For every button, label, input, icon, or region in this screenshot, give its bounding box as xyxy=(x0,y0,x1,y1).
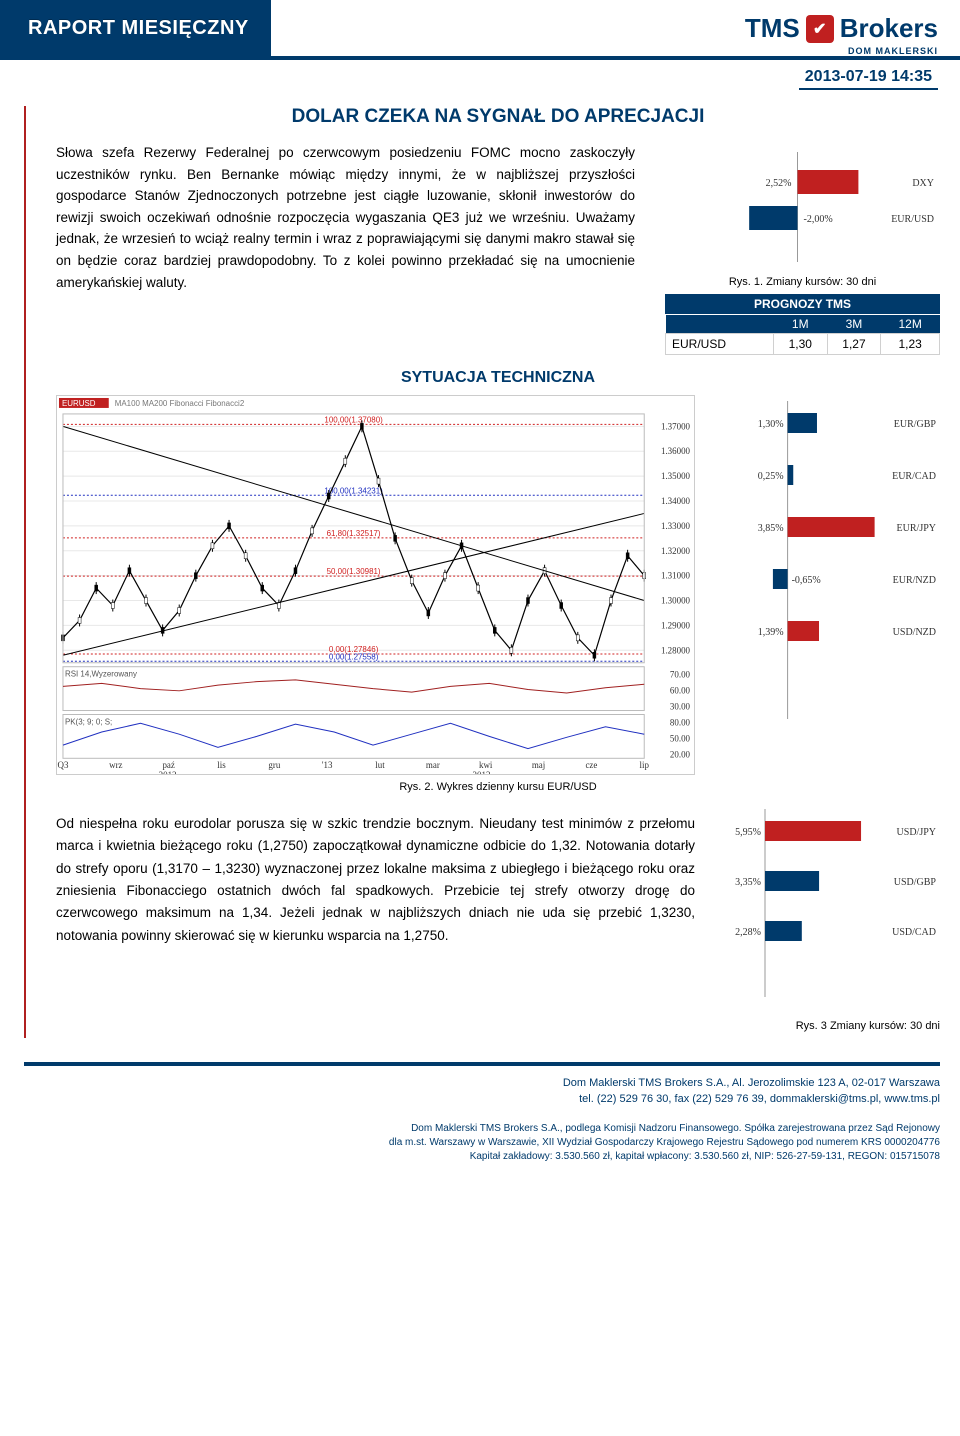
svg-text:50,00(1.30981): 50,00(1.30981) xyxy=(327,567,381,576)
svg-text:1.35000: 1.35000 xyxy=(661,471,691,481)
svg-text:EUR/USD: EUR/USD xyxy=(891,214,934,225)
chart-1-caption: Rys. 1. Zmiany kursów: 30 dni xyxy=(665,276,940,288)
svg-text:wrz: wrz xyxy=(109,760,122,770)
top-band: RAPORT MIESIĘCZNY TMS ✔ Brokers DOM MAKL… xyxy=(0,0,960,60)
svg-text:2012: 2012 xyxy=(159,770,177,774)
footer-line-1: Dom Maklerski TMS Brokers S.A., Al. Jero… xyxy=(24,1076,940,1091)
technical-layout: EURUSD MA100 MA200 Fibonacci Fibonacci2 1.… xyxy=(56,395,940,775)
svg-text:20.00: 20.00 xyxy=(670,749,691,759)
svg-text:gru: gru xyxy=(268,760,280,770)
svg-text:EUR/CAD: EUR/CAD xyxy=(892,471,936,482)
svg-text:'13: '13 xyxy=(322,760,333,770)
svg-text:60.00: 60.00 xyxy=(670,686,691,696)
report-title: RAPORT MIESIĘCZNY xyxy=(0,0,271,56)
svg-text:1.37000: 1.37000 xyxy=(661,421,691,431)
bottom-text: Od niespełna roku eurodolar porusza się … xyxy=(56,813,695,947)
intro-sidebar: 2,52% DXY -2,00% EUR/USD Rys. 1. Zmiany kur… xyxy=(665,142,940,355)
footer-line-2: tel. (22) 529 76 30, fax (22) 529 76 39,… xyxy=(24,1092,940,1107)
sidebar-chart-2: 5,95% USD/JPY 3,35% USD/GBP 2,28% USD/CAD Rys… xyxy=(715,803,940,1038)
svg-text:EUR/NZD: EUR/NZD xyxy=(893,575,936,586)
datetime-row: 2013-07-19 14:35 xyxy=(0,60,960,90)
svg-text:30.00: 30.00 xyxy=(670,702,691,712)
svg-text:1.34000: 1.34000 xyxy=(661,496,691,506)
svg-text:0,25%: 0,25% xyxy=(758,471,784,482)
svg-text:cze: cze xyxy=(585,760,597,770)
svg-text:EURUSD: EURUSD xyxy=(62,399,96,408)
eurusd-daily-chart: EURUSD MA100 MA200 Fibonacci Fibonacci2 1.… xyxy=(56,395,695,775)
svg-text:2,52%: 2,52% xyxy=(766,178,792,189)
svg-text:kwi: kwi xyxy=(479,760,493,770)
svg-text:PK(3; 9; 0; S;: PK(3; 9; 0; S; xyxy=(65,717,112,726)
svg-text:1,39%: 1,39% xyxy=(758,627,784,638)
table-row: EUR/USD1,301,271,23 xyxy=(666,334,940,355)
svg-text:50.00: 50.00 xyxy=(670,733,691,743)
svg-text:70.00: 70.00 xyxy=(670,670,691,680)
tech-chart-caption: Rys. 2. Wykres dzienny kursu EUR/USD xyxy=(56,781,940,793)
svg-text:EUR/GBP: EUR/GBP xyxy=(894,419,937,430)
svg-text:1.28000: 1.28000 xyxy=(661,645,691,655)
svg-text:lut: lut xyxy=(375,760,385,770)
logo-subtitle: DOM MAKLERSKI xyxy=(745,46,938,56)
bottom-row: Od niespełna roku eurodolar porusza się … xyxy=(56,803,940,1038)
svg-text:RSI 14,Wyzerowany: RSI 14,Wyzerowany xyxy=(65,670,137,679)
svg-text:3,85%: 3,85% xyxy=(758,523,784,534)
footer-line-3: Dom Maklerski TMS Brokers S.A., podlega … xyxy=(24,1122,940,1136)
svg-text:-2,00%: -2,00% xyxy=(804,214,833,225)
forecast-header: PROGNOZY TMS xyxy=(665,294,940,314)
intro-text: Słowa szefa Rezerwy Federalnej po czerwc… xyxy=(56,142,635,355)
svg-text:3,35%: 3,35% xyxy=(735,877,761,888)
svg-text:1.33000: 1.33000 xyxy=(661,521,691,531)
svg-text:DXY: DXY xyxy=(912,178,934,189)
svg-text:1.32000: 1.32000 xyxy=(661,546,691,556)
svg-text:paź: paź xyxy=(162,760,174,770)
forecast-table: 1M3M12M EUR/USD1,301,271,23 xyxy=(665,314,940,355)
svg-text:Q3: Q3 xyxy=(58,760,69,770)
svg-text:1.31000: 1.31000 xyxy=(661,571,691,581)
chart-1: 2,52% DXY -2,00% EUR/USD xyxy=(665,142,940,272)
svg-text:80.00: 80.00 xyxy=(670,717,691,727)
page: RAPORT MIESIĘCZNY TMS ✔ Brokers DOM MAKL… xyxy=(0,0,960,1192)
footer-line-4: dla m.st. Warszawy w Warszawie, XII Wydz… xyxy=(24,1136,940,1150)
logo-text-1: TMS xyxy=(745,13,800,44)
svg-text:USD/GBP: USD/GBP xyxy=(894,877,937,888)
svg-text:5,95%: 5,95% xyxy=(735,827,761,838)
svg-text:EUR/JPY: EUR/JPY xyxy=(897,523,936,534)
svg-text:USD/NZD: USD/NZD xyxy=(893,627,936,638)
section-technical-title: SYTUACJA TECHNICZNA xyxy=(56,369,940,387)
svg-text:61,80(1.32517): 61,80(1.32517) xyxy=(327,529,381,538)
svg-text:1.36000: 1.36000 xyxy=(661,446,691,456)
svg-text:0,00(1.27558): 0,00(1.27558) xyxy=(329,652,379,661)
svg-text:lis: lis xyxy=(217,760,226,770)
logo-block: TMS ✔ Brokers DOM MAKLERSKI xyxy=(745,13,938,56)
svg-text:maj: maj xyxy=(532,760,545,770)
forecast-col xyxy=(666,315,774,334)
footer-line-5: Kapitał zakładowy: 3.530.560 zł, kapitał… xyxy=(24,1150,940,1164)
svg-text:2013: 2013 xyxy=(473,770,491,774)
logo: TMS ✔ Brokers xyxy=(745,13,938,50)
svg-text:100,00(1.37080): 100,00(1.37080) xyxy=(324,415,383,424)
svg-text:mar: mar xyxy=(426,760,440,770)
footer: Dom Maklerski TMS Brokers S.A., Al. Jero… xyxy=(24,1062,940,1172)
svg-text:1.29000: 1.29000 xyxy=(661,620,691,630)
datetime: 2013-07-19 14:35 xyxy=(799,66,938,90)
sidebar2-caption: Rys. 3 Zmiany kursów: 30 dni xyxy=(715,1020,940,1032)
intro-columns: Słowa szefa Rezerwy Federalnej po czerwc… xyxy=(56,142,940,355)
content: DOLAR CZEKA NA SYGNAŁ DO APRECJACJI Słow… xyxy=(24,106,940,1038)
forecast-col: 1M xyxy=(773,315,827,334)
logo-mark-icon: ✔ xyxy=(806,15,834,43)
forecast-col: 12M xyxy=(881,315,940,334)
svg-text:2,28%: 2,28% xyxy=(735,927,761,938)
svg-text:USD/JPY: USD/JPY xyxy=(897,827,936,838)
logo-text-2: Brokers xyxy=(840,13,938,44)
svg-text:MA100 MA200 Fibonacci Fibonacc: MA100 MA200 Fibonacci Fibonacci2 xyxy=(115,399,245,408)
sidebar-chart-1: 1,30% EUR/GBP 0,25% EUR/CAD 3,85% EUR/JPY -0,6… xyxy=(715,395,940,728)
svg-text:USD/CAD: USD/CAD xyxy=(892,927,936,938)
headline: DOLAR CZEKA NA SYGNAŁ DO APRECJACJI xyxy=(56,106,940,128)
forecast-col: 3M xyxy=(827,315,881,334)
svg-text:1.30000: 1.30000 xyxy=(661,596,691,606)
svg-text:-0,65%: -0,65% xyxy=(792,575,821,586)
svg-text:1,30%: 1,30% xyxy=(758,419,784,430)
svg-text:lip: lip xyxy=(640,760,650,770)
